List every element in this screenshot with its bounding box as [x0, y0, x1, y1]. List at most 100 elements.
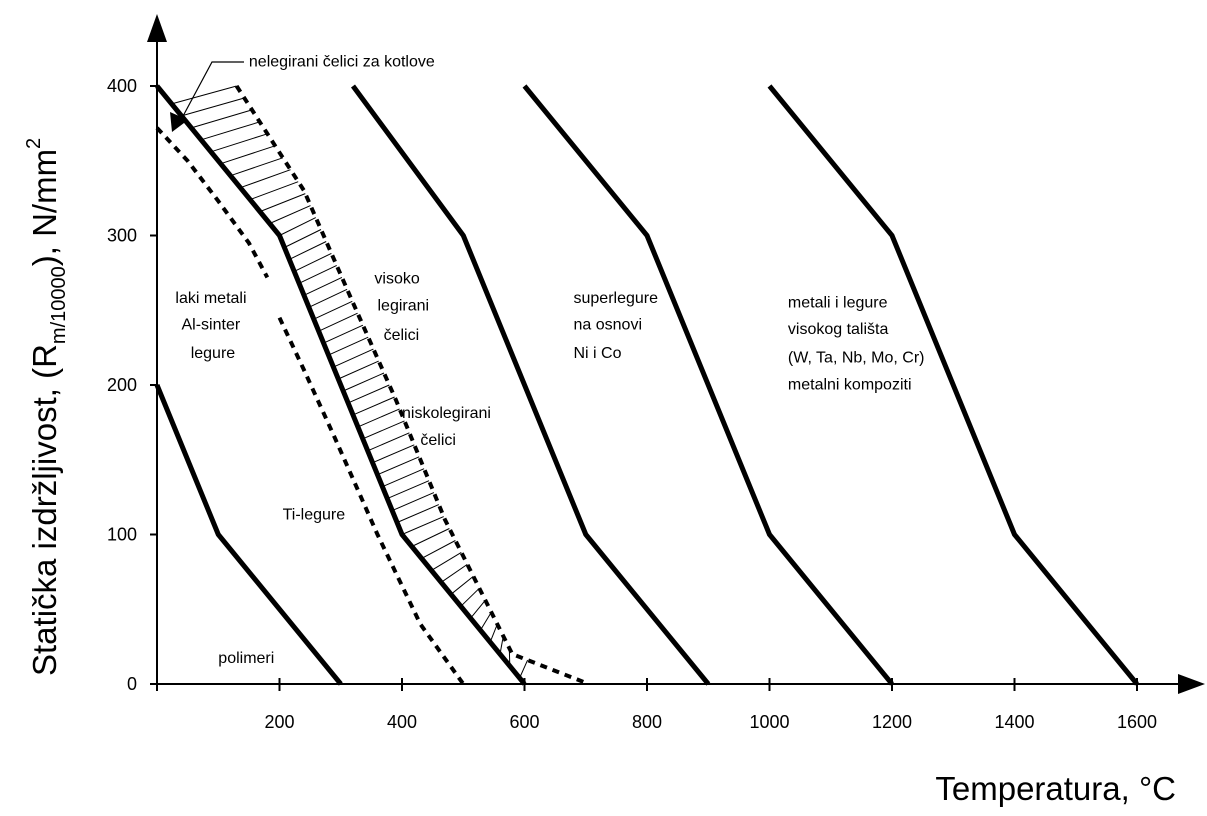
- x-tick-label-8: 1600: [1117, 712, 1157, 732]
- annotation-5: Al-sinter: [182, 317, 241, 334]
- hatch-line-2: [191, 109, 253, 129]
- annotation-14: metali i legure: [788, 294, 888, 311]
- annotation-2: legirani: [378, 297, 430, 314]
- annotation-0: nelegirani čelici za kotlove: [249, 54, 435, 71]
- hatch-line-25: [347, 384, 390, 404]
- hatch-line-22: [333, 348, 374, 368]
- annotation-4: laki metali: [175, 290, 246, 307]
- hatch-line-31: [377, 456, 420, 476]
- ticks: 200 400 600 800 1000 1200 1400 1600 0 100 200 300 40…: [107, 76, 1157, 732]
- series-line-5: [350, 84, 711, 686]
- hatch-line-39: [431, 551, 462, 571]
- hatch-line-36: [401, 516, 444, 535]
- hatch-line-5: [220, 145, 276, 165]
- annotation-15: visokog tališta: [788, 321, 889, 338]
- hatch-line-24: [342, 372, 385, 392]
- hatch-line-4: [210, 133, 268, 153]
- hatch-line-43: [470, 599, 486, 619]
- y-tick-label-2: 200: [107, 375, 137, 395]
- hatch-line-33: [387, 480, 430, 500]
- series-line-0: [154, 384, 343, 686]
- x-axis-arrow: [1178, 674, 1205, 694]
- hatch-line-13: [289, 241, 327, 260]
- annotation-8: čelici: [420, 432, 456, 449]
- y-axis-title-subscript: m/10000: [48, 266, 70, 344]
- x-tick-label-3: 600: [509, 712, 539, 732]
- x-tick-label-1: 200: [264, 712, 294, 732]
- annotation-7: niskolegirani: [402, 405, 491, 422]
- hatch-line-32: [382, 468, 425, 488]
- series-line-4: [234, 84, 590, 686]
- y-axis-title-superscript: 2: [23, 138, 45, 149]
- series-group: [154, 84, 1139, 686]
- hatch-line-20: [323, 324, 364, 344]
- x-tick-label-4: 800: [632, 712, 662, 732]
- hatch-line-48: [519, 659, 529, 679]
- annotation-1: visoko: [374, 270, 419, 287]
- hatch-line-7: [240, 169, 291, 189]
- hatch-line-18: [313, 300, 353, 320]
- x-axis-title: Temperatura, °C: [935, 770, 1176, 807]
- x-tick-label-5: 1000: [749, 712, 789, 732]
- x-tick-label-6: 1200: [872, 712, 912, 732]
- y-axis-title: Statička izdržljivost, (Rm/10000), N/mm2: [23, 138, 70, 676]
- hatch-line-14: [293, 252, 332, 272]
- hatch-line-8: [249, 181, 299, 201]
- hatch-line-26: [352, 396, 395, 416]
- annotation-9: Ti-legure: [283, 507, 346, 524]
- hatch-line-37: [411, 528, 450, 547]
- annotation-17: metalni kompoziti: [788, 377, 912, 394]
- series-line-2: [277, 316, 465, 686]
- series-line-6: [522, 84, 894, 686]
- hatch-line-28: [362, 420, 405, 440]
- hatch-line-9: [259, 193, 306, 213]
- hatch-line-27: [357, 408, 400, 428]
- hatch-line-0: [171, 85, 237, 105]
- hatch-line-42: [460, 587, 480, 607]
- x-tick-label-2: 400: [387, 712, 417, 732]
- hatch-line-10: [269, 205, 311, 224]
- hatch-line-34: [392, 492, 435, 512]
- hatch-line-23: [338, 360, 379, 380]
- series-line-7: [767, 84, 1139, 686]
- annotation-10: polimeri: [218, 650, 274, 667]
- annotation-16: (W, Ta, Nb, Mo, Cr): [788, 350, 925, 367]
- series-line-3: [155, 84, 527, 686]
- hatch-line-29: [367, 432, 410, 452]
- hatch-line-17: [308, 288, 348, 308]
- annotation-6: legure: [191, 345, 236, 362]
- hatch-line-3: [200, 121, 260, 141]
- annotation-13: Ni i Co: [574, 345, 622, 362]
- pointer-arrowhead: [170, 112, 188, 132]
- hatch-line-16: [303, 276, 343, 296]
- pointer-leader-line: [181, 61, 244, 119]
- hatch-line-1: [181, 97, 245, 117]
- hatch-line-44: [479, 611, 492, 631]
- hatch-line-40: [440, 563, 468, 583]
- hatch-line-38: [421, 540, 456, 559]
- hatch-line-30: [372, 444, 415, 464]
- hatch-line-11: [279, 217, 317, 236]
- hatch-band: [171, 85, 529, 679]
- annotation-3: čelici: [384, 327, 420, 344]
- hatch-line-19: [318, 312, 358, 332]
- hatch-line-35: [396, 504, 439, 523]
- y-tick-label-3: 300: [107, 226, 137, 246]
- pointer-arrow: [170, 61, 244, 132]
- y-axis-arrow: [147, 14, 167, 42]
- series-line-1: [155, 126, 270, 279]
- hatch-line-12: [284, 229, 322, 248]
- hatch-line-45: [489, 624, 498, 643]
- hatch-line-6: [230, 157, 283, 177]
- x-tick-label-7: 1400: [994, 712, 1034, 732]
- y-tick-label-1: 100: [107, 525, 137, 545]
- annotations: nelegirani čelici za kotlove visoko legira…: [175, 54, 925, 667]
- y-axis-title-main: Statička izdržljivost, (R: [26, 344, 63, 676]
- y-tick-label-0: 0: [127, 674, 137, 694]
- annotation-12: na osnovi: [574, 317, 643, 334]
- y-tick-label-4: 400: [107, 76, 137, 96]
- hatch-line-41: [450, 576, 474, 595]
- hatch-line-21: [328, 336, 369, 356]
- annotation-11: superlegure: [574, 290, 659, 307]
